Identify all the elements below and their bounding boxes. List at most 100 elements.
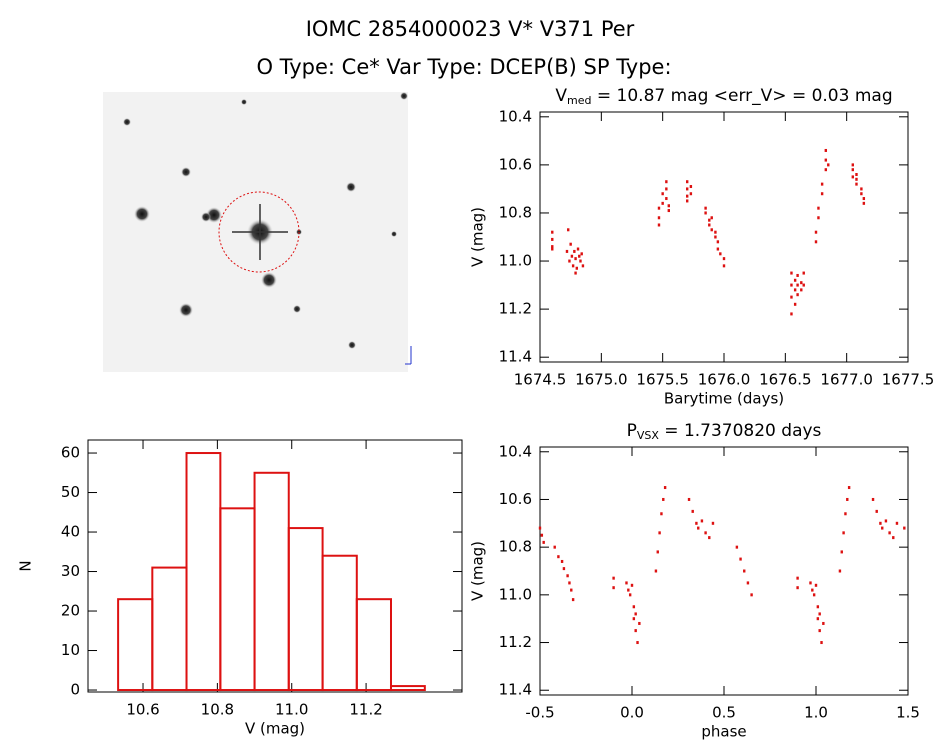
x-tick-label: 10.8	[201, 701, 234, 719]
point	[581, 264, 585, 268]
x-tick-label: 1677.5	[882, 371, 935, 389]
point	[708, 223, 711, 227]
point	[700, 519, 704, 523]
point	[851, 163, 854, 167]
y-tick-label: 10.4	[499, 107, 532, 125]
histogram-bar	[253, 471, 290, 692]
point	[704, 206, 707, 210]
point	[846, 497, 849, 501]
point	[708, 218, 711, 222]
point	[663, 486, 667, 490]
point	[553, 545, 556, 549]
histogram-bar	[151, 566, 188, 692]
x-tick-label: 0.5	[712, 704, 736, 722]
point	[817, 216, 820, 220]
point	[571, 264, 575, 268]
histogram-bar	[355, 598, 392, 692]
point	[739, 557, 742, 561]
histogram-bar	[219, 507, 256, 692]
point	[634, 612, 637, 616]
point	[796, 586, 799, 590]
point	[903, 526, 906, 530]
point	[711, 521, 715, 525]
y-tick-label: 60	[61, 444, 80, 462]
point	[686, 187, 689, 191]
point	[568, 581, 571, 585]
point	[612, 586, 615, 590]
point	[686, 199, 689, 203]
point	[557, 555, 560, 559]
point	[571, 598, 575, 602]
y-tick-label: 40	[61, 523, 80, 541]
point	[580, 252, 583, 256]
point	[743, 569, 746, 573]
y-tick-label: 11.4	[499, 348, 532, 366]
point	[716, 247, 720, 251]
point	[855, 182, 858, 186]
x-tick-label: 11.0	[275, 701, 308, 719]
histogram-bar	[389, 685, 426, 692]
point	[687, 497, 691, 501]
plot-frame	[87, 439, 463, 693]
point	[686, 180, 689, 184]
y-axis-label: V (mag)	[469, 207, 487, 267]
point	[851, 175, 854, 179]
point	[573, 249, 576, 253]
point	[860, 187, 863, 191]
point	[796, 576, 799, 580]
y-tick-label: 10.8	[499, 538, 532, 556]
point	[862, 201, 866, 205]
point	[746, 581, 750, 585]
point	[560, 559, 564, 563]
point	[540, 533, 544, 537]
point	[722, 257, 726, 261]
point	[796, 293, 799, 297]
point	[818, 629, 821, 633]
point	[574, 257, 577, 261]
y-axis-label: V (mag)	[469, 541, 487, 601]
point	[790, 283, 793, 287]
point	[575, 266, 578, 270]
point	[625, 581, 628, 585]
x-axis-label: V (mag)	[245, 720, 305, 738]
point	[820, 182, 824, 186]
point	[800, 281, 803, 285]
point	[820, 641, 823, 645]
point	[802, 283, 805, 287]
histogram-bar	[321, 554, 358, 692]
point	[686, 194, 689, 198]
point	[570, 254, 574, 258]
point	[793, 278, 797, 282]
point	[817, 206, 820, 210]
title-main: V	[555, 86, 567, 106]
x-tick-label: 1675.0	[575, 371, 628, 389]
point	[689, 185, 693, 189]
point	[662, 497, 665, 501]
sky-image	[103, 92, 412, 372]
y-tick-label: 10.6	[499, 490, 532, 508]
point	[667, 204, 670, 208]
point	[814, 230, 818, 234]
point	[851, 168, 854, 172]
point	[862, 197, 866, 201]
point	[818, 612, 821, 616]
point	[895, 521, 899, 525]
x-tick-label: 10.6	[126, 701, 159, 719]
point	[636, 641, 639, 645]
header-title: IOMC 2854000023 V* V371 Per	[306, 17, 635, 41]
point	[790, 312, 793, 316]
point	[704, 211, 707, 215]
y-tick-label: 11.0	[499, 252, 532, 270]
point	[638, 621, 641, 625]
y-tick-label: 50	[61, 483, 80, 501]
point	[847, 486, 851, 490]
point	[697, 526, 700, 530]
point	[816, 605, 820, 609]
point	[855, 173, 858, 176]
point	[884, 519, 888, 523]
point	[793, 288, 797, 292]
point	[888, 531, 891, 535]
x-tick-label: 1677.0	[820, 371, 873, 389]
point	[634, 629, 637, 633]
point	[722, 264, 726, 268]
